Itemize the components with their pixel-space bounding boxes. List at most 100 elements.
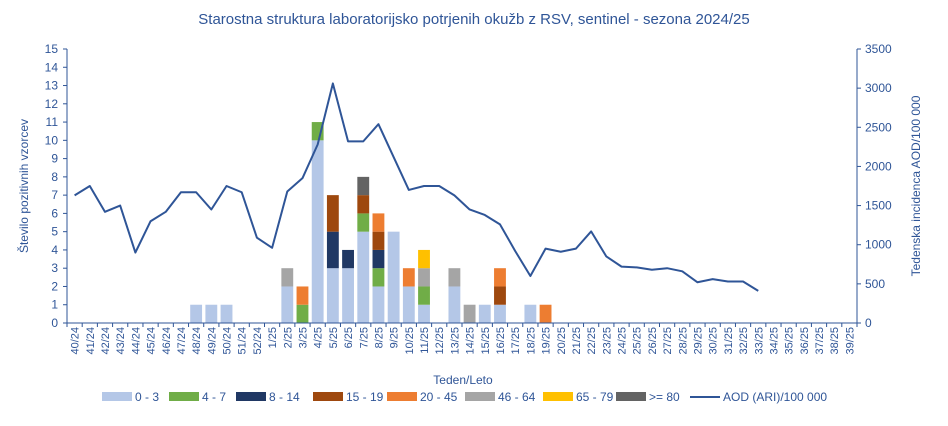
x-tick-label: 6/25 xyxy=(343,327,355,348)
x-tick-label: 1/25 xyxy=(267,327,279,348)
bar-segment-4-25-s1 xyxy=(311,122,324,141)
legend-swatch xyxy=(616,392,646,401)
y-left-tick-label: 11 xyxy=(46,115,59,129)
legend-swatch xyxy=(102,392,132,401)
bar-segment-8-25-s1 xyxy=(372,268,385,287)
legend-label: AOD (ARI)/100 000 xyxy=(723,390,827,404)
x-tick-label: 51/24 xyxy=(237,327,249,355)
y-right-tick-label: 500 xyxy=(865,277,885,291)
x-tick-label: 7/25 xyxy=(358,327,370,348)
y-left-tick-label: 15 xyxy=(45,42,59,56)
bar-segment-5-25-s3 xyxy=(326,195,339,232)
x-tick-label: 30/25 xyxy=(708,327,720,355)
bar-segment-11-25-s6 xyxy=(418,249,430,269)
legend-swatch xyxy=(313,392,343,401)
x-tick-label: 23/25 xyxy=(601,327,613,355)
bar-segment-15-25-s0 xyxy=(478,304,491,323)
y-right-tick-label: 1000 xyxy=(865,238,892,252)
x-tick-label: 15/25 xyxy=(480,327,492,355)
bar-segment-13-25-s0 xyxy=(448,286,461,323)
bar-segment-11-25-s1 xyxy=(418,286,430,305)
bar-segment-3-25-s4 xyxy=(296,286,309,305)
bar-segment-14-25-s5 xyxy=(463,304,476,323)
y-left-tick-label: 1 xyxy=(51,298,58,312)
x-tick-label: 9/25 xyxy=(389,327,401,348)
x-tick-label: 21/25 xyxy=(571,327,583,355)
legend-label: >= 80 xyxy=(649,390,680,404)
y-left-tick-label: 14 xyxy=(45,60,59,74)
x-tick-label: 33/25 xyxy=(753,327,765,355)
x-tick-label: 38/25 xyxy=(829,327,841,355)
bar-segment-10-25-s4 xyxy=(402,268,415,287)
x-tick-label: 11/25 xyxy=(419,327,431,354)
x-tick-label: 50/24 xyxy=(222,327,234,355)
y-right-tick-label: 3500 xyxy=(865,42,892,56)
bar-segment-5-25-s2 xyxy=(326,231,339,269)
legend-label: 8 - 14 xyxy=(269,390,300,404)
bar-segment-7-25-s1 xyxy=(357,213,370,232)
bar-segment-8-25-s0 xyxy=(372,286,385,323)
x-tick-label: 32/25 xyxy=(738,327,750,355)
x-tick-label: 18/25 xyxy=(525,327,537,355)
x-tick-label: 26/25 xyxy=(647,327,659,355)
x-tick-label: 13/25 xyxy=(449,327,461,355)
y-axis-left-label: Število pozitivnih vzorcev xyxy=(16,119,31,253)
axes-group: 0123456789101112131415050010001500200025… xyxy=(45,42,892,355)
y-left-tick-label: 12 xyxy=(45,97,59,111)
bar-segment-13-25-s5 xyxy=(448,268,461,287)
bar-segment-6-25-s0 xyxy=(342,268,354,323)
legend-label: 46 - 64 xyxy=(498,390,536,404)
x-tick-label: 52/24 xyxy=(252,327,264,355)
x-tick-label: 31/25 xyxy=(723,327,735,355)
legend-swatch xyxy=(169,392,199,401)
bar-segment-49-24-s0 xyxy=(205,304,218,323)
x-tick-label: 14/25 xyxy=(465,327,477,355)
bar-segment-8-25-s3 xyxy=(372,231,385,250)
x-tick-label: 25/25 xyxy=(632,327,644,355)
x-axis-label: Teden/Leto xyxy=(433,373,493,387)
x-tick-label: 3/25 xyxy=(297,327,309,348)
x-tick-label: 46/24 xyxy=(161,327,173,355)
bar-segment-7-25-s0 xyxy=(357,231,370,323)
bar-segment-19-25-s4 xyxy=(539,304,552,323)
bar-segment-4-25-s0 xyxy=(311,140,324,323)
x-tick-label: 48/24 xyxy=(191,327,203,355)
x-tick-label: 37/25 xyxy=(814,327,826,355)
x-tick-label: 24/25 xyxy=(617,327,629,355)
x-tick-label: 40/24 xyxy=(70,327,82,355)
bar-segment-10-25-s0 xyxy=(402,286,415,323)
x-tick-label: 29/25 xyxy=(692,327,704,355)
x-tick-label: 43/24 xyxy=(115,327,127,355)
y-left-tick-label: 2 xyxy=(51,279,58,293)
bars-group xyxy=(190,122,552,323)
x-tick-label: 47/24 xyxy=(176,327,188,355)
bar-segment-11-25-s0 xyxy=(418,304,430,323)
y-right-tick-label: 0 xyxy=(865,316,872,330)
bar-segment-6-25-s2 xyxy=(342,249,354,269)
legend-label: 4 - 7 xyxy=(202,390,226,404)
x-tick-label: 16/25 xyxy=(495,327,507,355)
bar-segment-3-25-s1 xyxy=(296,304,309,323)
x-tick-label: 20/25 xyxy=(556,327,568,355)
legend-swatch xyxy=(236,392,266,401)
y-right-tick-label: 1500 xyxy=(865,199,892,213)
y-right-tick-label: 2000 xyxy=(865,159,892,173)
x-tick-label: 42/24 xyxy=(100,327,112,355)
x-tick-label: 45/24 xyxy=(146,327,158,355)
bar-segment-18-25-s0 xyxy=(524,304,537,323)
x-tick-label: 39/25 xyxy=(844,327,856,355)
x-tick-label: 4/25 xyxy=(313,327,325,348)
x-tick-label: 17/25 xyxy=(510,327,522,355)
y-left-tick-label: 7 xyxy=(51,188,58,202)
y-left-tick-label: 10 xyxy=(45,133,59,147)
x-tick-label: 41/24 xyxy=(85,327,97,355)
x-tick-label: 27/25 xyxy=(662,327,674,355)
legend-swatch xyxy=(465,392,495,401)
legend-label: 65 - 79 xyxy=(576,390,614,404)
bar-segment-5-25-s0 xyxy=(326,268,339,323)
x-tick-label: 12/25 xyxy=(434,327,446,355)
x-tick-label: 34/25 xyxy=(768,327,780,355)
x-tick-label: 8/25 xyxy=(373,327,385,348)
